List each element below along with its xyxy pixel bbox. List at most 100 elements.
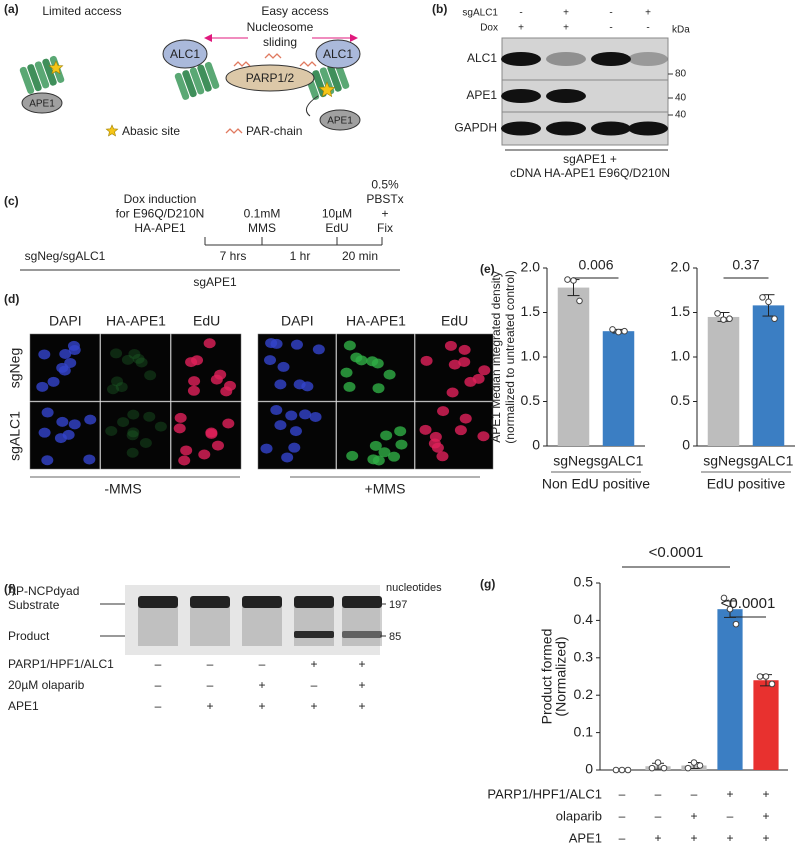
nucleus (59, 348, 72, 359)
nucleus (394, 426, 407, 437)
label: sgAPE1 (193, 275, 237, 289)
gel-smear (242, 606, 282, 646)
y-tick-label: 0.1 (574, 723, 594, 739)
nucleus (369, 440, 382, 451)
label: sgNeg/sgALC1 (25, 249, 106, 263)
nucleus (270, 405, 283, 416)
label: ALC1 (170, 47, 200, 61)
blot-band (546, 121, 586, 136)
label: APE1 (569, 830, 602, 845)
nucleus (41, 455, 54, 466)
label: 20 min (342, 249, 378, 263)
data-point (612, 766, 620, 774)
nucleus (312, 344, 325, 355)
label: + (358, 657, 365, 671)
bar (602, 331, 635, 446)
label: Substrate (8, 598, 60, 612)
data-point (615, 328, 622, 336)
nucleus (274, 379, 287, 390)
nucleus (126, 447, 139, 458)
label: + (258, 678, 265, 692)
ape1 (319, 109, 361, 131)
data-point (621, 327, 628, 335)
micrograph (100, 401, 171, 470)
blot-band (501, 52, 541, 66)
x-tick-label: sgNeg (703, 453, 743, 469)
nucleus (431, 442, 444, 453)
label: sgNeg (7, 348, 23, 388)
label: MMS (248, 221, 276, 235)
nucleus (340, 367, 353, 378)
gel-smear (190, 606, 230, 646)
label: – (259, 657, 266, 671)
data-point (660, 764, 668, 772)
arrow-head (204, 34, 212, 42)
blot-band (591, 52, 631, 66)
nucleus (264, 355, 277, 366)
nucleus (288, 442, 301, 453)
data-point (765, 298, 772, 306)
data-point (690, 759, 698, 766)
label: – (619, 809, 626, 823)
nucleus (38, 427, 51, 438)
y-tick-label: 0.5 (574, 574, 594, 590)
abasic-site (318, 81, 336, 98)
label: 0.006 (578, 257, 613, 273)
nucleus (285, 410, 298, 421)
nucleus (64, 357, 77, 368)
label: +MMS (365, 481, 406, 497)
label: 197 (389, 599, 407, 611)
blot-band (546, 89, 586, 103)
label: sliding (263, 35, 297, 49)
data-point (684, 764, 692, 772)
data-point (714, 310, 721, 317)
label: <0.0001 (649, 544, 704, 561)
label: – (691, 787, 698, 801)
label: + (310, 657, 317, 671)
label: HA-APE1 (134, 221, 186, 235)
par-chain (225, 128, 243, 134)
nucleus (54, 433, 67, 444)
label: Abasic site (122, 124, 180, 138)
nucleus (47, 376, 60, 387)
alc1 (162, 39, 208, 69)
nucleus (224, 380, 237, 391)
nucleus (378, 447, 391, 458)
y-tick-label: 0.3 (574, 649, 594, 665)
label: 7 hrs (220, 249, 247, 263)
nucleus (309, 411, 322, 422)
x-tick-label: sgALC1 (594, 453, 644, 469)
label: 0.37 (732, 257, 759, 273)
gel-smear (342, 606, 382, 646)
nucleus (117, 417, 130, 428)
gel-band (342, 631, 382, 638)
label: 1 hr (290, 249, 311, 263)
nucleus (395, 439, 408, 450)
alc1 (315, 39, 361, 69)
data-point (726, 315, 733, 323)
bar (717, 609, 743, 770)
nucleus (126, 430, 139, 441)
gel-band (294, 631, 334, 638)
nucleus (437, 406, 450, 417)
label: + (358, 699, 365, 713)
nucleus (38, 349, 51, 360)
y-tick-label: 0 (682, 437, 690, 453)
data-point (564, 276, 571, 283)
gel-band (242, 596, 282, 608)
nucleus (210, 374, 223, 385)
nucleus (68, 345, 81, 356)
label: + (690, 809, 697, 823)
nucleus (128, 349, 141, 360)
blot-band (546, 52, 586, 66)
label: 40 (675, 110, 687, 121)
nucleus (139, 437, 152, 448)
label: - (646, 23, 649, 34)
label: HA-APE1 (346, 313, 406, 329)
label: Dox induction (124, 192, 197, 206)
par-chain (233, 61, 251, 67)
y-tick-label: 0.5 (671, 392, 691, 408)
label: olaparib (556, 808, 602, 823)
nucleus (84, 414, 97, 425)
